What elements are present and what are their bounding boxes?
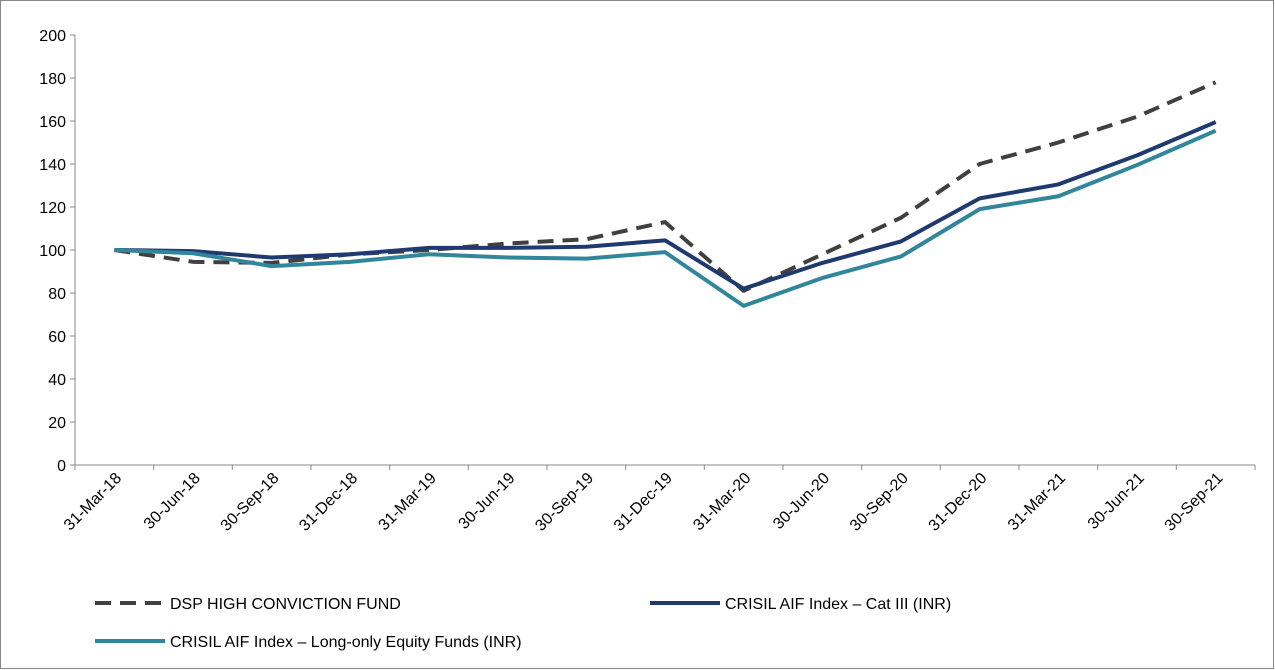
y-tick-label: 140 (39, 157, 66, 174)
y-tick-label: 160 (39, 114, 66, 131)
series-line (114, 120, 1217, 291)
y-tick-label: 100 (39, 243, 66, 260)
y-tick-label: 120 (39, 200, 66, 217)
y-tick-label: 20 (48, 415, 66, 432)
y-tick-label: 60 (48, 329, 66, 346)
y-tick-label: 40 (48, 372, 66, 389)
y-tick-label: 80 (48, 286, 66, 303)
y-tick-label: 180 (39, 71, 66, 88)
legend-label: CRISIL AIF Index – Cat III (INR) (725, 596, 951, 613)
series-line (114, 80, 1217, 293)
legend-label: CRISIL AIF Index – Long-only Equity Fund… (170, 634, 522, 651)
y-tick-label: 200 (39, 28, 66, 45)
series-line (114, 128, 1217, 308)
y-tick-label: 0 (57, 458, 66, 475)
legend-label: DSP HIGH CONVICTION FUND (170, 596, 401, 613)
